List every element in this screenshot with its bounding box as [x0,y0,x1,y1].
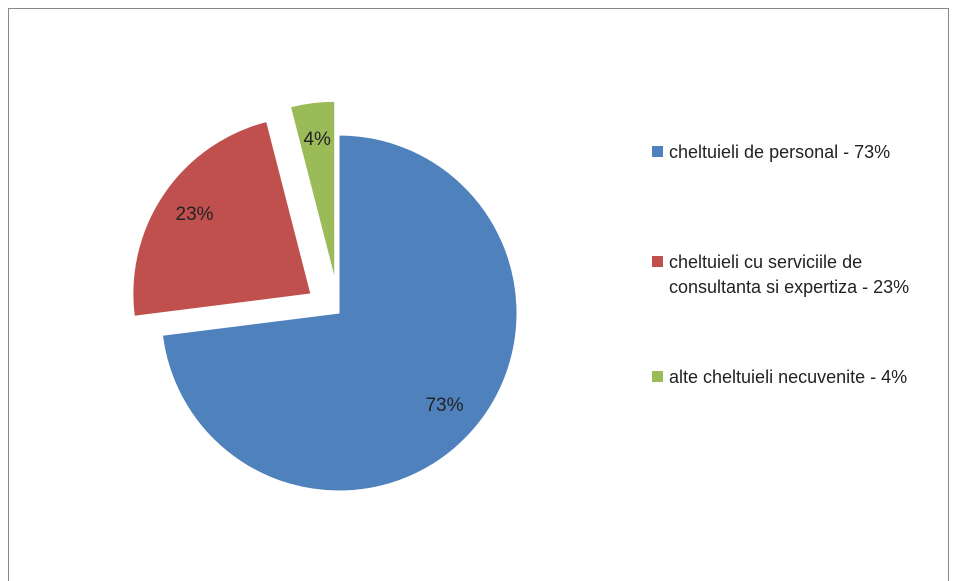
data-label: 73% [425,395,463,416]
legend-label: alte cheltuieli necuvenite - 4% [669,367,908,387]
legend-label: cheltuieli cu serviciile de consultanta … [669,252,910,297]
legend-entry: alte cheltuieli necuvenite - 4% [652,365,944,390]
legend-label: cheltuieli de personal - 73% [669,142,891,162]
data-label: 23% [176,204,214,225]
data-label: 4% [303,129,331,150]
pie-slice [289,100,336,280]
legend-swatch [652,256,663,267]
pie-slice [132,120,312,317]
legend-entry: cheltuieli cu serviciile de consultanta … [652,250,944,300]
legend-swatch [652,146,663,157]
chart-border [8,8,949,581]
legend-entry: cheltuieli de personal - 73% [652,140,944,165]
pie-slice [161,134,518,492]
legend-swatch [652,371,663,382]
